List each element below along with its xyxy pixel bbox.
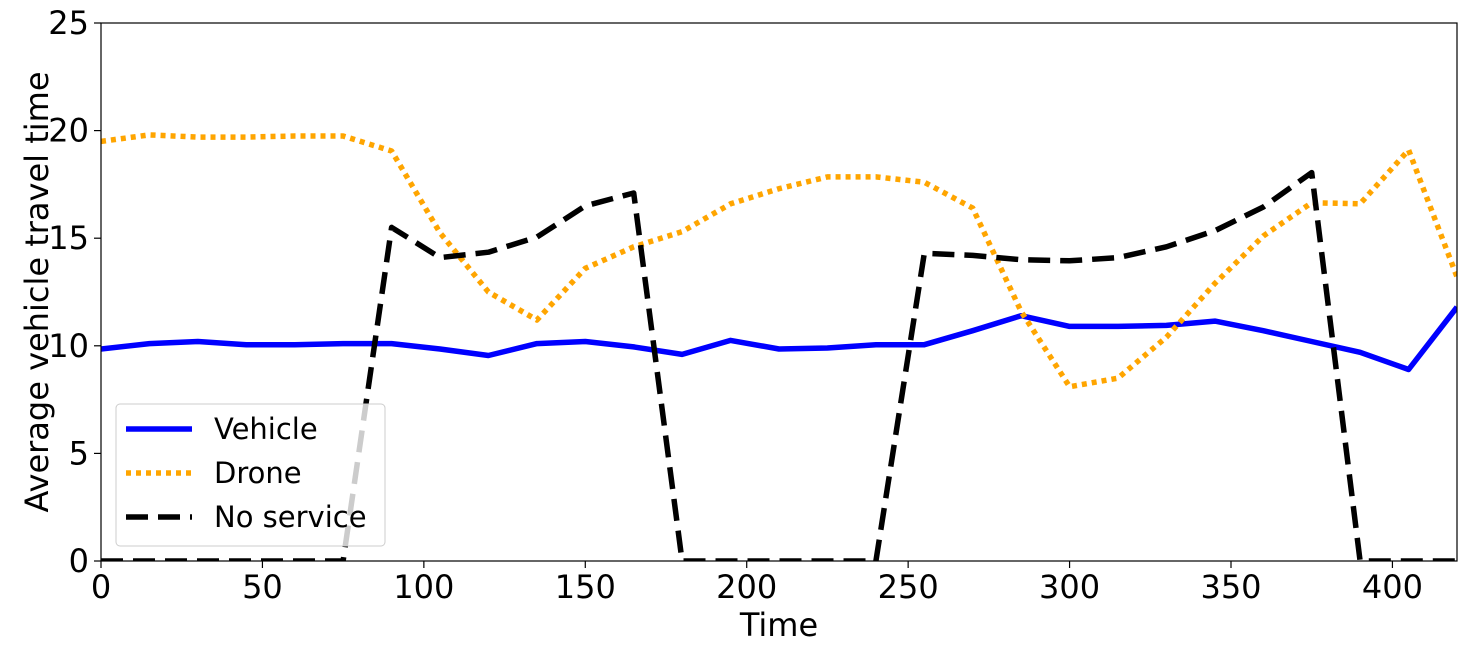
y-tick-label: 20: [48, 112, 89, 150]
x-tick-label: 300: [1039, 568, 1100, 606]
series-line-drone: [101, 132, 1457, 390]
plot-frame: [100, 22, 1458, 562]
x-tick-label: 350: [1200, 568, 1261, 606]
legend-box: [115, 403, 386, 547]
series-line-no-service: [101, 169, 1457, 561]
x-tick-label: 250: [878, 568, 939, 606]
x-axis: 0 50 100 150 200 250 300 350 400: [91, 561, 1423, 606]
series-line-vehicle: [101, 305, 1457, 373]
x-tick-label: 200: [716, 568, 777, 606]
legend-label: No service: [214, 500, 367, 534]
x-tick-label: 400: [1362, 568, 1423, 606]
x-axis-label: Time: [739, 606, 818, 644]
y-tick-label: 5: [69, 434, 89, 472]
y-tick-label: 25: [48, 4, 89, 42]
legend-label: Drone: [214, 456, 302, 490]
y-tick-label: 0: [69, 542, 89, 580]
x-tick-label: 150: [555, 568, 616, 606]
y-tick-label: 15: [48, 219, 89, 257]
y-tick-label: 10: [48, 327, 89, 365]
legend-label: Vehicle: [214, 412, 318, 446]
x-tick-label: 100: [393, 568, 454, 606]
y-axis: 0 5 10 15 20 25: [48, 4, 101, 580]
legend: Vehicle Drone No service: [115, 403, 386, 547]
series-layer: [101, 132, 1457, 561]
x-tick-label: 50: [242, 568, 283, 606]
x-tick-label: 0: [91, 568, 111, 606]
y-axis-label: Average vehicle travel time: [18, 71, 56, 512]
